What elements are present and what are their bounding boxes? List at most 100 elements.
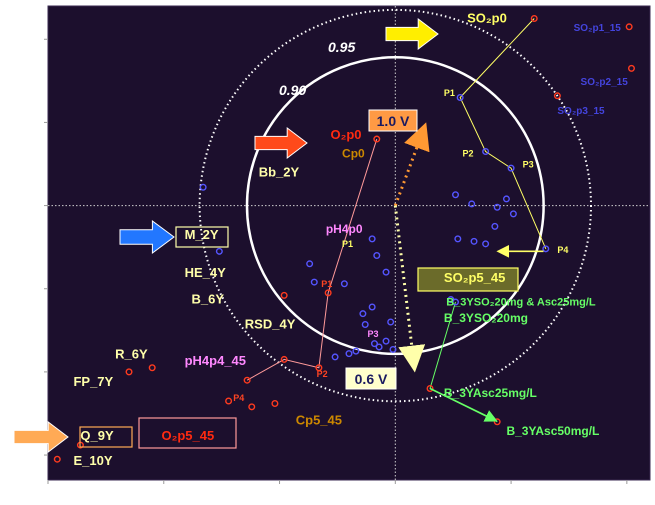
red-point — [553, 92, 561, 100]
label-P4-red: P4 — [233, 393, 244, 403]
blue-point — [368, 303, 376, 311]
red-point — [426, 385, 434, 393]
label-P4-SO2: P4 — [557, 245, 568, 255]
blue-point — [452, 298, 460, 306]
blue-point — [542, 245, 550, 253]
label-O2p5_45: O₂p5_45 — [161, 428, 214, 443]
blue-point — [470, 237, 478, 245]
label-B_3YSO2_20mg: B_3YSO₂20mg — [444, 311, 528, 325]
blue-point — [359, 310, 367, 318]
axes — [44, 6, 650, 484]
label-Cp5_45: Cp5_45 — [296, 412, 342, 427]
data-points — [53, 14, 635, 463]
blue-point — [310, 278, 318, 286]
circle-095 — [198, 8, 593, 403]
blue-point — [340, 280, 348, 288]
label-SO2p1_15: SO₂p1_15 — [574, 23, 622, 34]
label-Q_9Y: Q_9Y — [80, 428, 114, 443]
blue-point — [491, 222, 499, 230]
box-O2p5_45 — [138, 417, 237, 449]
y-tick-label: 10 — [28, 117, 41, 129]
label-RSD_4Y: RSD_4Y — [245, 317, 296, 332]
blue-point — [199, 183, 207, 191]
label-B_3YAsc25mg: B_3YAsc25mg/L — [444, 386, 537, 400]
label-Cp0: Cp0 — [342, 146, 365, 160]
circle-090 — [245, 56, 545, 356]
pointer-arrows — [13, 17, 544, 454]
x-tick-label: 0 — [392, 487, 399, 499]
label-SO2p2_15: SO₂p2_15 — [581, 77, 629, 88]
red-point — [280, 355, 288, 363]
label-SO2p0: SO₂p0 — [467, 11, 507, 26]
label-B_6Y: B_6Y — [192, 292, 225, 307]
voltage-vectors: 1.0 V 0.6 V — [345, 109, 430, 390]
label-M_2Y: M_2Y — [185, 227, 219, 242]
red-point — [625, 23, 633, 31]
blue-point — [454, 235, 462, 243]
blue-point — [468, 200, 476, 208]
red-point — [148, 364, 156, 372]
blue-point — [368, 235, 376, 243]
box-06v — [345, 367, 397, 390]
label-pH4p4_45: pH4p4_45 — [185, 353, 246, 368]
so2p0-arrow — [385, 17, 439, 51]
label-pH4p0: pH4p0 — [326, 222, 363, 236]
vector-06v — [393, 205, 426, 373]
y-tick-label: -30 — [24, 450, 41, 462]
x-tick-label: -150 — [37, 487, 60, 499]
label-HE_4Y: HE_4Y — [185, 265, 227, 280]
red-point — [530, 14, 538, 22]
y-tick-label: 20 — [27, 34, 41, 46]
label-Bb_2Y: Bb_2Y — [259, 164, 300, 179]
blue-point — [345, 350, 353, 358]
blue-point — [502, 195, 510, 203]
box-SO2p5_45 — [417, 267, 519, 292]
label-P1-SO2: P1 — [444, 88, 455, 98]
trajectory-SO2 — [459, 18, 547, 250]
box-1v — [368, 109, 418, 132]
label-B_3YAsc50mg: B_3YAsc50mg/L — [506, 424, 599, 438]
blue-point — [509, 210, 517, 218]
label-B_3YSO2_20mg_Asc25: B_3YSO₂20mg & Asc25mg/L — [446, 296, 596, 308]
red-point — [53, 455, 61, 463]
q9y-arrow — [13, 420, 69, 454]
vector-1v — [393, 122, 430, 207]
circle-label-090: 0.90 — [279, 82, 306, 98]
label-P1-red: P1 — [321, 279, 332, 289]
o2p0-arrow — [254, 126, 308, 160]
blue-point — [482, 240, 490, 248]
label-SO2p5_45: SO₂p5_45 — [444, 270, 505, 285]
point-labels: SO₂p0 SO₂p1_15 SO₂p2_15 SO₂p3_15 O₂p0 Cp0 Bb_2… — [73, 11, 628, 468]
y-tick-label: -10 — [24, 284, 41, 296]
label-P3-red: P3 — [368, 329, 379, 339]
blue-point — [482, 148, 490, 156]
label-06v: 0.6 V — [355, 371, 388, 387]
y-tick-label: 0 — [34, 201, 41, 213]
trajectory-pH4 — [246, 138, 378, 381]
x-tick-label: 100 — [618, 487, 637, 499]
red-point — [280, 291, 288, 299]
red-point — [243, 376, 251, 384]
label-FP_7Y: FP_7Y — [73, 374, 113, 389]
x-tick-label: 50 — [505, 487, 518, 499]
red-point — [125, 368, 133, 376]
blue-point — [370, 340, 378, 348]
red-point — [627, 64, 635, 72]
y-tick-label: -20 — [24, 367, 41, 379]
x-tick-label: -50 — [272, 487, 289, 499]
asc50-green-arrow — [429, 387, 498, 422]
blue-point — [493, 203, 501, 211]
red-point — [271, 399, 279, 407]
blue-point — [456, 93, 464, 101]
label-P2-SO2: P2 — [462, 149, 473, 159]
red-point — [225, 397, 233, 405]
blue-point — [452, 191, 460, 199]
red-point — [373, 135, 381, 143]
label-P2-red: P2 — [317, 369, 328, 379]
label-SO2p3_15: SO₂p3_15 — [557, 106, 605, 117]
circle-label-095: 0.95 — [328, 39, 355, 55]
label-1v: 1.0 V — [377, 113, 410, 129]
